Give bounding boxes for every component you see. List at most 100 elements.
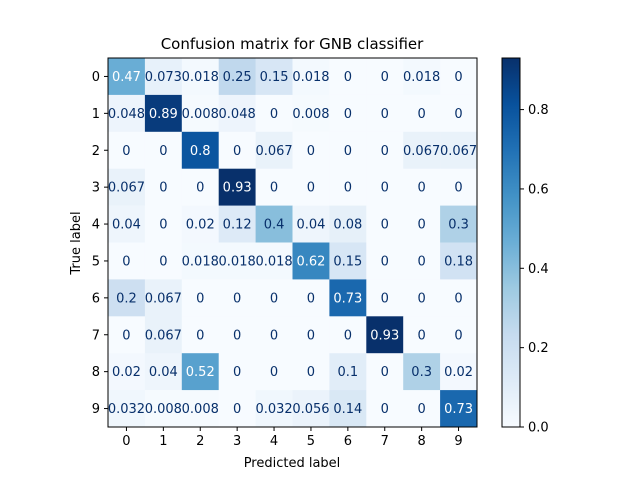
cell-value-label: 0.04 xyxy=(112,218,141,233)
heatmap-cell xyxy=(255,390,293,428)
cell-value-label: 0 xyxy=(196,181,204,196)
cell-value-label: 0.47 xyxy=(112,70,141,85)
heatmap-cell xyxy=(108,205,146,243)
heatmap-cell xyxy=(108,390,146,428)
cell-value-label: 0.067 xyxy=(108,181,145,196)
heatmap-cell xyxy=(218,242,256,280)
colorbar-tick-label: 0.2 xyxy=(528,341,549,356)
heatmap-cell xyxy=(440,279,478,317)
cell-value-label: 0 xyxy=(233,144,241,159)
cell-value-label: 0 xyxy=(454,328,462,343)
heatmap-cell xyxy=(329,205,367,243)
heatmap-cell xyxy=(366,131,404,169)
cell-value-label: 0 xyxy=(270,328,278,343)
cell-value-label: 0.08 xyxy=(333,218,362,233)
heatmap-cell xyxy=(403,353,441,391)
heatmap-cell xyxy=(144,390,183,428)
cell-value-label: 0 xyxy=(270,107,278,122)
x-tick-label: 0 xyxy=(122,434,130,449)
heatmap-cell xyxy=(144,316,183,354)
cell-value-label: 0.73 xyxy=(444,402,473,417)
cell-value-label: 0.2 xyxy=(116,291,137,306)
cell-value-label: 0.067 xyxy=(403,144,440,159)
cell-value-label: 0 xyxy=(418,254,426,269)
heatmap-cell xyxy=(366,58,404,96)
cell-value-label: 0 xyxy=(381,144,389,159)
cell-value-label: 0.73 xyxy=(333,291,362,306)
heatmap-cell xyxy=(218,205,256,243)
y-axis-ticks: 0 1 2 3 4 5 6 7 8 9 xyxy=(92,70,108,417)
heatmap-cell xyxy=(403,390,441,428)
cell-value-label: 0.018 xyxy=(403,70,440,85)
y-tick-label: 4 xyxy=(92,218,100,233)
cell-value-label: 0.067 xyxy=(255,144,292,159)
heatmap-cell xyxy=(108,279,146,317)
heatmap-cell xyxy=(366,242,404,280)
heatmap-cell xyxy=(108,168,146,206)
heatmap-cell xyxy=(366,205,404,243)
cell-value-label: 0 xyxy=(381,218,389,233)
cell-value-label: 0.056 xyxy=(292,402,329,417)
heatmap-cell xyxy=(108,242,146,280)
cell-value-label: 0.008 xyxy=(182,107,219,122)
cell-value-label: 0.018 xyxy=(292,70,329,85)
cell-value-label: 0 xyxy=(418,328,426,343)
x-tick-label: 7 xyxy=(381,434,389,449)
y-tick-label: 9 xyxy=(92,402,100,417)
heatmap-cell xyxy=(218,353,256,391)
heatmap-cell xyxy=(218,58,256,96)
chart-title: Confusion matrix for GNB classifier xyxy=(161,35,424,53)
heatmap-cell xyxy=(366,94,404,133)
cell-value-label: 0 xyxy=(454,70,462,85)
heatmap-cell xyxy=(255,131,293,169)
cell-value-label: 0.15 xyxy=(260,70,289,85)
cell-value-label: 0.067 xyxy=(440,144,477,159)
heatmap-cell xyxy=(181,58,219,96)
y-tick-label: 2 xyxy=(92,144,100,159)
cell-value-label: 0.89 xyxy=(149,107,178,122)
heatmap-cell xyxy=(292,58,330,96)
heatmap-cell xyxy=(144,58,183,96)
cell-value-label: 0 xyxy=(344,70,352,85)
cell-value-label: 0 xyxy=(233,328,241,343)
cell-value-label: 0 xyxy=(381,402,389,417)
heatmap-cell xyxy=(144,279,183,317)
heatmap-cell xyxy=(403,205,441,243)
heatmap-cell xyxy=(440,316,478,354)
heatmap-cell xyxy=(440,242,478,280)
heatmap-cell xyxy=(144,94,183,133)
heatmap-cell xyxy=(329,94,367,133)
heatmap-cell xyxy=(440,390,478,428)
cell-value-label: 0 xyxy=(307,181,315,196)
cell-value-label: 0 xyxy=(270,365,278,380)
cell-value-label: 0.067 xyxy=(145,328,182,343)
heatmap-cell xyxy=(144,168,183,206)
heatmap-cell xyxy=(403,168,441,206)
cell-value-label: 0 xyxy=(454,291,462,306)
cell-value-label: 0.3 xyxy=(411,365,432,380)
heatmap-cell xyxy=(440,353,478,391)
heatmap-cell xyxy=(292,316,330,354)
cell-value-label: 0 xyxy=(307,291,315,306)
cell-value-label: 0.008 xyxy=(145,402,182,417)
cell-value-label: 0 xyxy=(418,291,426,306)
heatmap-cell xyxy=(329,168,367,206)
cell-value-label: 0.073 xyxy=(145,70,182,85)
cell-value-label: 0.1 xyxy=(338,365,359,380)
cell-value-label: 0 xyxy=(159,218,167,233)
cell-value-label: 0.008 xyxy=(182,402,219,417)
cell-value-label: 0.04 xyxy=(149,365,178,380)
heatmap-cell xyxy=(403,316,441,354)
cell-value-label: 0 xyxy=(159,254,167,269)
heatmap-cell xyxy=(329,279,367,317)
heatmap-cell xyxy=(181,353,219,391)
heatmap-cell xyxy=(292,168,330,206)
cell-value-label: 0.93 xyxy=(223,181,252,196)
heatmap-cell xyxy=(144,353,183,391)
heatmap-cell xyxy=(181,316,219,354)
cell-value-label: 0.93 xyxy=(370,328,399,343)
heatmap-cell xyxy=(218,94,256,133)
heatmap-cell xyxy=(440,168,478,206)
cell-value-label: 0.62 xyxy=(296,254,325,269)
